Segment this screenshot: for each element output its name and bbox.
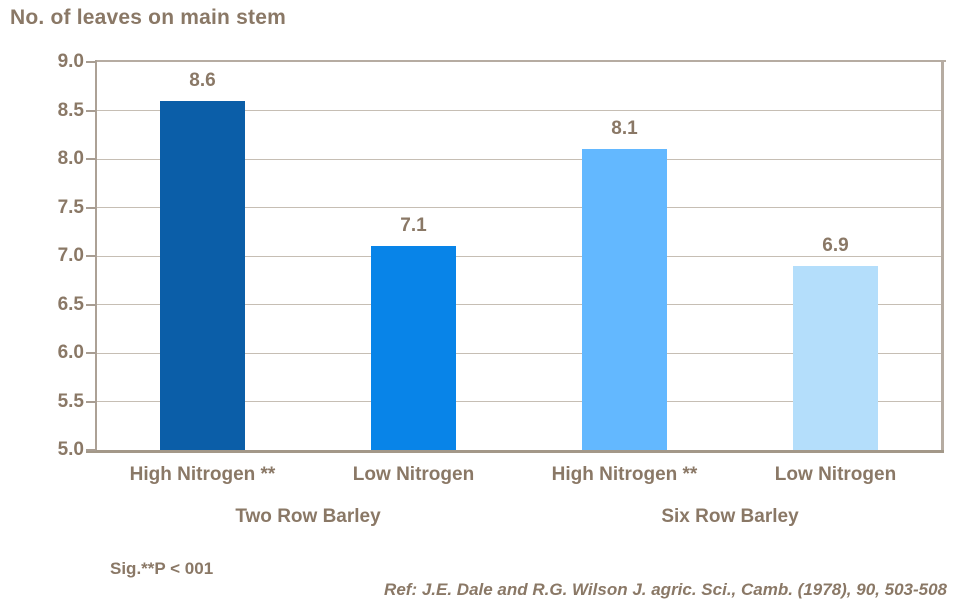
y-tick <box>86 352 96 354</box>
y-tick <box>86 449 96 451</box>
y-tick-label: 7.5 <box>57 196 84 218</box>
gridline <box>97 255 941 257</box>
bar-high-nitrogen-2 <box>582 149 667 450</box>
gridline <box>97 207 941 208</box>
bar-value-label: 6.9 <box>822 234 849 256</box>
bar-high-nitrogen-0 <box>160 100 245 450</box>
gridline <box>97 401 941 402</box>
gridline <box>97 158 941 160</box>
gridline <box>97 352 941 354</box>
x-axis-label: High Nitrogen ** <box>551 464 698 485</box>
bar-value-label: 8.6 <box>189 69 216 91</box>
x-axis-label: Low Nitrogen <box>352 464 475 485</box>
bar-value-label: 7.1 <box>400 215 427 237</box>
bar-low-nitrogen-3 <box>793 265 878 450</box>
y-tick-label: 9.0 <box>57 51 84 72</box>
y-tick-label: 5.0 <box>57 439 84 460</box>
x-axis-label: Low Nitrogen <box>774 464 897 485</box>
x-axis-label: High Nitrogen ** <box>129 464 276 485</box>
y-tick <box>86 109 96 112</box>
significance-note: Sig.**P < 001 <box>110 559 214 578</box>
gridline <box>97 304 941 305</box>
plot-border-right <box>941 60 944 453</box>
y-tick <box>86 158 96 160</box>
bar-low-nitrogen-1 <box>371 246 456 450</box>
y-tick <box>86 303 96 306</box>
y-tick-label: 6.5 <box>57 293 84 315</box>
bar-value-label: 8.1 <box>611 118 638 140</box>
y-tick-label: 7.0 <box>57 245 84 266</box>
y-tick-label: 8.0 <box>57 148 84 169</box>
chart-title: No. of leaves on main stem <box>10 6 286 29</box>
y-tick-label: 8.5 <box>57 99 84 121</box>
gridline <box>97 110 941 111</box>
y-axis-line <box>95 60 97 452</box>
y-tick <box>86 206 96 209</box>
plot-border-top <box>95 60 946 62</box>
y-tick-label: 6.0 <box>57 342 84 363</box>
reference-note: Ref: J.E. Dale and R.G. Wilson J. agric.… <box>384 580 947 599</box>
y-tick <box>86 255 96 257</box>
y-tick-label: 5.5 <box>57 390 84 412</box>
x-axis-line <box>86 450 944 453</box>
group-label-two-row-barley: Two Row Barley <box>235 506 381 527</box>
y-tick <box>86 61 96 63</box>
group-label-six-row-barley: Six Row Barley <box>661 506 799 527</box>
y-tick <box>86 400 96 403</box>
